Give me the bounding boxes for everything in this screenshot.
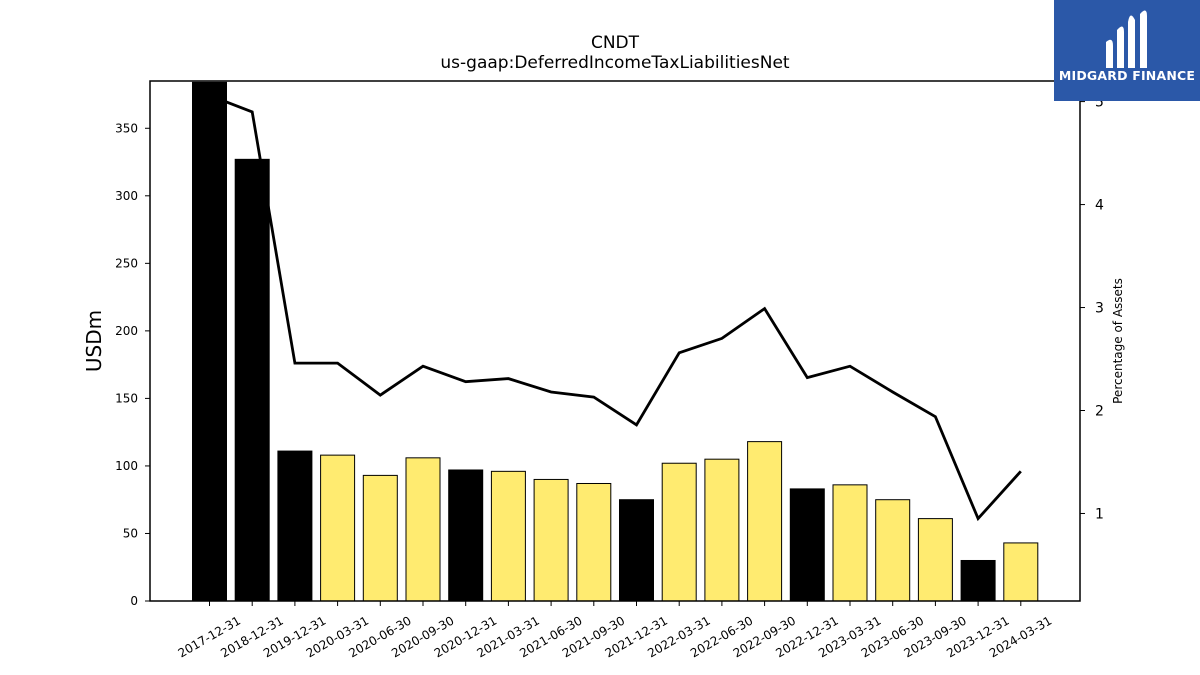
right-tick-label: 3 [1095, 301, 1104, 317]
bar [277, 450, 313, 602]
bar [362, 474, 398, 602]
bar [917, 518, 953, 602]
bar [234, 158, 270, 602]
left-tick-label: 0 [130, 594, 138, 608]
bar [747, 441, 783, 602]
bar [1003, 542, 1039, 602]
bar [704, 458, 740, 602]
plot-frame [149, 80, 1081, 602]
chart-subtitle: us-gaap:DeferredIncomeTaxLiabilitiesNet [440, 53, 790, 73]
bar [192, 81, 227, 602]
bar-series [192, 81, 1039, 602]
left-axis: 0 50 100 150 200 250 300 350 [115, 121, 150, 608]
right-axis: 1 2 3 4 5 [1080, 95, 1104, 522]
x-axis: 2017-12-312018-12-312019-12-312020-03-31… [176, 601, 1054, 660]
right-tick-label: 1 [1095, 506, 1104, 522]
left-tick-label: 100 [115, 459, 138, 473]
bar [448, 469, 484, 602]
percentage-line [208, 94, 1022, 522]
bar [661, 462, 697, 602]
line-series [208, 94, 1022, 522]
logo-text: MIDGARD FINANCE [1058, 68, 1196, 83]
bar [789, 488, 825, 602]
bar [320, 454, 356, 602]
bar [405, 457, 441, 602]
bar [576, 482, 612, 602]
bar [490, 470, 526, 602]
chart-title: CNDT [591, 33, 640, 53]
left-tick-label: 300 [115, 189, 138, 203]
bar [832, 484, 868, 602]
left-tick-label: 150 [115, 391, 138, 405]
left-tick-label: 50 [123, 526, 138, 540]
right-tick-label: 2 [1095, 404, 1104, 420]
bar [619, 499, 654, 602]
left-tick-label: 200 [115, 324, 138, 338]
left-tick-label: 350 [115, 121, 138, 135]
y-axis-label-right: Percentage of Assets [1111, 278, 1125, 404]
bar [875, 499, 911, 602]
right-tick-label: 5 [1095, 95, 1104, 111]
bar [533, 478, 569, 602]
right-tick-label: 4 [1095, 198, 1104, 214]
bar [960, 559, 996, 602]
brand-logo: MIDGARD FINANCE [1054, 0, 1200, 101]
y-axis-label-left: USDm [82, 310, 106, 372]
left-tick-label: 250 [115, 256, 138, 270]
logo-mark-icon [1106, 10, 1147, 69]
